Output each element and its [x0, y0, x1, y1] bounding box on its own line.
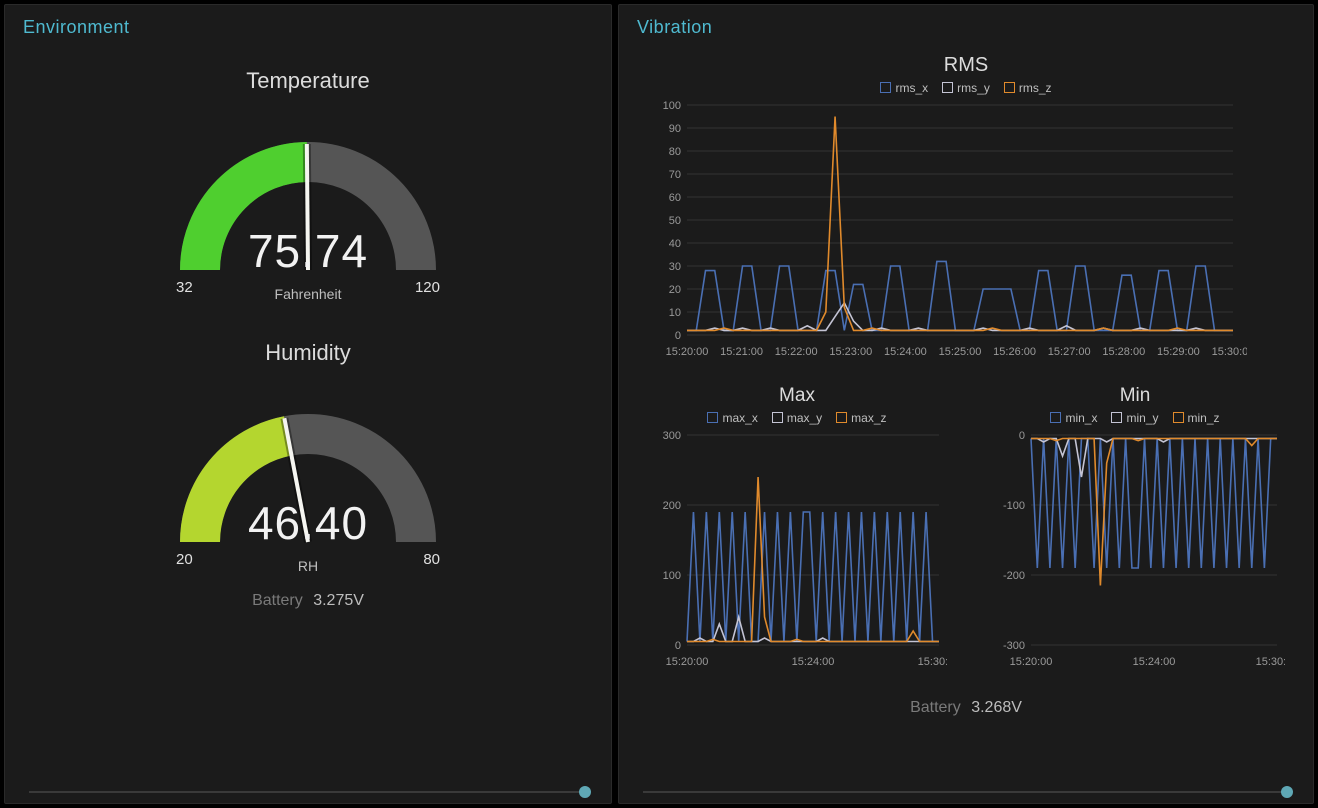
environment-slider[interactable] — [29, 791, 587, 793]
max-chart[interactable]: 0 100 200 300 15:20:00 15:24:00 15:30:00 — [647, 429, 947, 669]
svg-text:15:24:00: 15:24:00 — [1133, 656, 1176, 668]
max-chart-title: Max — [637, 385, 957, 407]
humidity-max: 80 — [423, 551, 440, 568]
temperature-unit: Fahrenheit — [158, 286, 458, 302]
min-chart-title: Min — [975, 385, 1295, 407]
temperature-title: Temperature — [246, 68, 370, 94]
slider-knob[interactable] — [1281, 786, 1293, 798]
svg-text:0: 0 — [675, 330, 681, 342]
svg-text:15:26:00: 15:26:00 — [993, 346, 1036, 358]
vibration-panel: Vibration RMS rms_x rms_y rms_z 0 10 20 30 40 5… — [618, 4, 1314, 804]
legend-item[interactable]: min_z — [1173, 411, 1220, 425]
svg-text:-100: -100 — [1003, 500, 1025, 512]
svg-text:300: 300 — [663, 430, 681, 442]
svg-text:15:30:00: 15:30:00 — [918, 656, 947, 668]
svg-text:15:27:00: 15:27:00 — [1048, 346, 1091, 358]
max-legend: max_x max_y max_z — [637, 411, 957, 425]
environment-panel-title: Environment — [23, 17, 599, 38]
max-chart-container: Max max_x max_y max_z 0 100 200 300 15:20:00 15… — [637, 375, 957, 677]
temperature-max: 120 — [415, 279, 440, 296]
svg-text:15:29:00: 15:29:00 — [1157, 346, 1200, 358]
min-chart[interactable]: -300 -200 -100 0 15:20:00 15:24:00 15:30:00 — [985, 429, 1285, 669]
environment-battery: Battery 3.275V — [17, 592, 599, 610]
svg-text:0: 0 — [675, 640, 681, 652]
svg-text:30: 30 — [669, 261, 681, 273]
rms-chart[interactable]: 0 10 20 30 40 50 60 70 80 90 100 15:20:00 15:21:00 15… — [641, 99, 1291, 359]
environment-panel: Environment Temperature 75.74 Fahrenheit… — [4, 4, 612, 804]
svg-text:90: 90 — [669, 123, 681, 135]
temperature-value: 75.74 — [158, 224, 458, 278]
vibration-panel-title: Vibration — [637, 17, 1301, 38]
vibration-slider[interactable] — [643, 791, 1289, 793]
legend-item[interactable]: max_x — [707, 411, 757, 425]
svg-text:15:30:00: 15:30:00 — [1256, 656, 1285, 668]
temperature-min: 32 — [176, 279, 193, 296]
svg-text:-200: -200 — [1003, 570, 1025, 582]
svg-text:15:23:00: 15:23:00 — [829, 346, 872, 358]
svg-text:10: 10 — [669, 307, 681, 319]
temperature-gauge: Temperature 75.74 Fahrenheit 32 120 — [17, 68, 599, 290]
svg-text:15:22:00: 15:22:00 — [775, 346, 818, 358]
vibration-battery: Battery 3.268V — [631, 699, 1301, 717]
svg-text:15:20:00: 15:20:00 — [666, 656, 709, 668]
humidity-gauge: Humidity 46.40 RH 20 80 — [17, 340, 599, 562]
legend-item[interactable]: rms_z — [1004, 81, 1052, 95]
svg-text:100: 100 — [663, 100, 681, 112]
humidity-unit: RH — [158, 558, 458, 574]
svg-text:15:28:00: 15:28:00 — [1102, 346, 1145, 358]
svg-text:200: 200 — [663, 500, 681, 512]
vibration-battery-label: Battery — [910, 699, 961, 716]
svg-text:70: 70 — [669, 169, 681, 181]
legend-item[interactable]: rms_x — [880, 81, 928, 95]
legend-item[interactable]: max_z — [836, 411, 886, 425]
rms-chart-title: RMS — [631, 54, 1301, 77]
svg-text:-300: -300 — [1003, 640, 1025, 652]
vibration-battery-value: 3.268V — [971, 699, 1022, 716]
svg-text:80: 80 — [669, 146, 681, 158]
svg-text:40: 40 — [669, 238, 681, 250]
humidity-min: 20 — [176, 551, 193, 568]
min-chart-container: Min min_x min_y min_z -300 -200 -100 0 15:20:0… — [975, 375, 1295, 677]
svg-text:15:20:00: 15:20:00 — [666, 346, 709, 358]
svg-text:15:30:00: 15:30:00 — [1212, 346, 1247, 358]
svg-text:100: 100 — [663, 570, 681, 582]
humidity-title: Humidity — [265, 340, 351, 366]
svg-text:15:25:00: 15:25:00 — [939, 346, 982, 358]
svg-text:15:21:00: 15:21:00 — [720, 346, 763, 358]
environment-battery-label: Battery — [252, 592, 303, 609]
legend-item[interactable]: max_y — [772, 411, 822, 425]
svg-text:60: 60 — [669, 192, 681, 204]
svg-text:15:20:00: 15:20:00 — [1010, 656, 1053, 668]
humidity-value: 46.40 — [158, 496, 458, 550]
svg-text:0: 0 — [1019, 430, 1025, 442]
environment-battery-value: 3.275V — [313, 592, 364, 609]
slider-knob[interactable] — [579, 786, 591, 798]
svg-text:20: 20 — [669, 284, 681, 296]
legend-item[interactable]: min_y — [1111, 411, 1158, 425]
rms-legend: rms_x rms_y rms_z — [631, 81, 1301, 95]
legend-item[interactable]: min_x — [1050, 411, 1097, 425]
legend-item[interactable]: rms_y — [942, 81, 990, 95]
min-legend: min_x min_y min_z — [975, 411, 1295, 425]
svg-text:50: 50 — [669, 215, 681, 227]
svg-text:15:24:00: 15:24:00 — [792, 656, 835, 668]
svg-text:15:24:00: 15:24:00 — [884, 346, 927, 358]
